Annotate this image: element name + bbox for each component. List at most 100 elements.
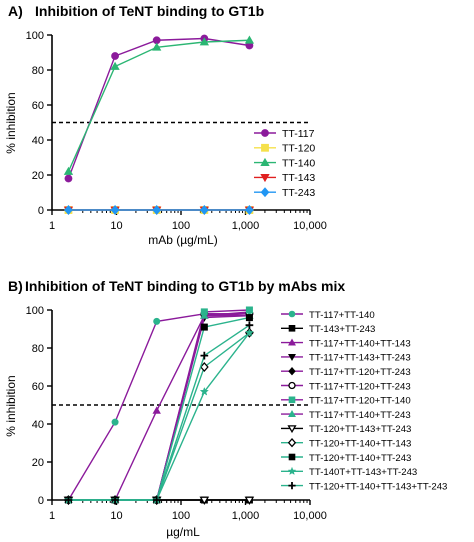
panel-b-legend-marker: [288, 410, 296, 417]
panel-b-series-12-point: [244, 327, 255, 337]
panel-b-legend-label: TT-117+TT-140+TT-143: [309, 338, 411, 349]
panel-b-series-13-point: [245, 321, 254, 330]
panel-a-legend-label: TT-117: [282, 128, 315, 140]
panel-a-x-tick-label: 1: [49, 220, 55, 232]
panel-b-legend-label: TT-117+TT-120+TT-243: [309, 367, 411, 378]
panel-b-series-12-point: [199, 386, 209, 396]
panel-b-y-axis-label: % inhibition: [4, 375, 18, 436]
panel-a-legend-marker: [260, 174, 270, 183]
panel-a-y-axis-label: % inhibition: [4, 92, 18, 153]
panel-b-legend-label: TT-140T+TT-143+TT-243: [309, 467, 417, 478]
panel-a-y-tick-label: 0: [38, 205, 44, 217]
panel-a-series-5-point: [64, 205, 73, 215]
panel-b-legend-marker: [287, 466, 297, 476]
panel-b-y-tick-label: 20: [32, 457, 44, 469]
panel-b-legend-marker: [288, 338, 296, 346]
panel-a-y-tick-label: 100: [26, 30, 44, 42]
panel-a-legend-label: TT-140: [282, 157, 315, 169]
panel-a-y-tick-label: 20: [32, 170, 44, 182]
panel-b-series-9-point: [244, 496, 255, 505]
panel-b-series-3-point: [152, 406, 161, 414]
panel-b-y-tick-label: 100: [26, 305, 44, 317]
panel-a-series-5-point: [245, 205, 254, 215]
panel-a-y-tick-label: 80: [32, 65, 44, 77]
panel-b: B) Inhibition of TeNT binding to GT1b by…: [4, 278, 447, 539]
panel-a-series-5-point: [110, 205, 120, 215]
panel-b-legend-marker: [287, 437, 297, 448]
panel-b-legend-marker: [288, 366, 296, 376]
panel-a-legend-marker: [260, 157, 270, 166]
panel-a-series-5-point: [199, 205, 209, 215]
panel-b-series-11-point: [245, 314, 253, 322]
panel-a-series-3-point: [152, 42, 162, 51]
panel-b-series-12-line: [68, 332, 250, 501]
panel-b-x-tick-label: 100: [172, 510, 190, 522]
panel-b-y-tick-label: 60: [32, 381, 44, 393]
panel-b-series-13-point: [64, 496, 73, 504]
panel-a-legend: TT-117 TT-120 TT-140 TT-143 TT-243: [254, 128, 315, 199]
panel-b-series-13-point: [152, 496, 161, 504]
panel-a-series-3-point: [63, 166, 74, 175]
panel-a-series-1-point: [64, 174, 73, 183]
panel-b-x-tick-label: 1: [49, 510, 55, 522]
panel-a-plot-area: 0 20 40 60 80 100 1 10 100 1,000 10,000: [26, 30, 327, 232]
panel-b-legend-label: TT-120+TT-140+TT-143: [309, 439, 411, 450]
panel-a-series-3-point: [244, 35, 255, 44]
panel-b-series-9-point: [199, 496, 210, 505]
panel-b-series-1-point: [111, 418, 119, 426]
panel-a-y-tick-label: 40: [32, 135, 44, 147]
panel-b-y-tick-label: 80: [32, 343, 44, 355]
panel-b-legend-marker: [288, 310, 296, 318]
panel-b-legend-marker: [288, 453, 296, 461]
panel-a-legend-marker: [260, 187, 270, 198]
panel-b-legend-label: TT-143+TT-243: [309, 324, 375, 335]
panel-b-title: Inhibition of TeNT binding to GT1b by mA…: [25, 278, 345, 294]
panel-b-x-tick-label: 10: [110, 510, 122, 522]
panel-b-legend-label: TT-117+TT-140+TT-243: [309, 410, 411, 421]
panel-b-y-tick-label: 0: [38, 495, 44, 507]
panel-a-x-tick-label: 10: [110, 220, 122, 232]
panel-a-series-5-point: [152, 205, 162, 215]
panel-b-x-tick-label: 10,000: [293, 510, 327, 522]
panel-b-legend-marker: [288, 324, 296, 332]
panel-b-series-3-line: [68, 311, 250, 501]
panel-b-series-10-point: [199, 362, 209, 372]
panel-b-plot-area: 0 20 40 60 80 100 1 10 100 1,000 10,000: [26, 305, 327, 522]
panel-b-x-axis-label: µg/mL: [166, 525, 200, 539]
panel-a-series-1-line: [67, 37, 250, 179]
panel-a-series-1-point: [111, 52, 119, 60]
panel-b-series-11-line: [68, 316, 250, 501]
panel-b-legend-label: TT-117+TT-140: [309, 310, 375, 321]
panel-a-legend-label: TT-243: [282, 187, 315, 199]
panel-b-legend-label: TT-120+TT-140+TT-243: [309, 453, 411, 464]
panel-a-x-tick-label: 10,000: [293, 220, 327, 232]
panel-b-legend-marker: [288, 381, 296, 390]
panel-b-label: B): [8, 278, 23, 294]
panel-b-series-13-point: [111, 496, 119, 504]
panel-a-x-tick-label: 1,000: [232, 220, 260, 232]
panel-a-legend-label: TT-143: [282, 172, 315, 184]
panel-a-legend-label: TT-120: [282, 143, 315, 155]
panel-b-series-1-point: [153, 317, 161, 325]
panel-b-legend-label: TT-120+TT-140+TT-143+TT-243: [309, 481, 447, 492]
panel-b-legend-marker: [287, 425, 297, 434]
panel-b-legend-marker: [288, 354, 296, 361]
panel-a-legend-marker: [261, 143, 269, 152]
panel-b-series-13-point: [200, 351, 209, 360]
panel-a: A) Inhibition of TeNT binding to GT1b mA…: [4, 3, 327, 247]
panel-b-legend-label: TT-117+TT-143+TT-243: [309, 353, 411, 364]
panel-b-legend-label: TT-117+TT-120+TT-243: [309, 381, 411, 392]
panel-a-x-tick-label: 100: [172, 220, 190, 232]
panel-b-y-tick-label: 40: [32, 419, 44, 431]
panel-b-legend-marker: [288, 482, 296, 490]
panel-b-legend-marker: [288, 396, 296, 404]
panel-b-series-11-point: [200, 323, 208, 331]
panel-a-series-3-point: [110, 61, 120, 70]
panel-b-legend-label: TT-120+TT-143+TT-243: [309, 424, 411, 435]
panel-b-x-tick-label: 1,000: [232, 510, 260, 522]
panel-a-label: A): [8, 3, 23, 19]
panel-a-y-tick-label: 60: [32, 100, 44, 112]
panel-a-x-axis-label: mAb (µg/mL): [148, 233, 218, 247]
